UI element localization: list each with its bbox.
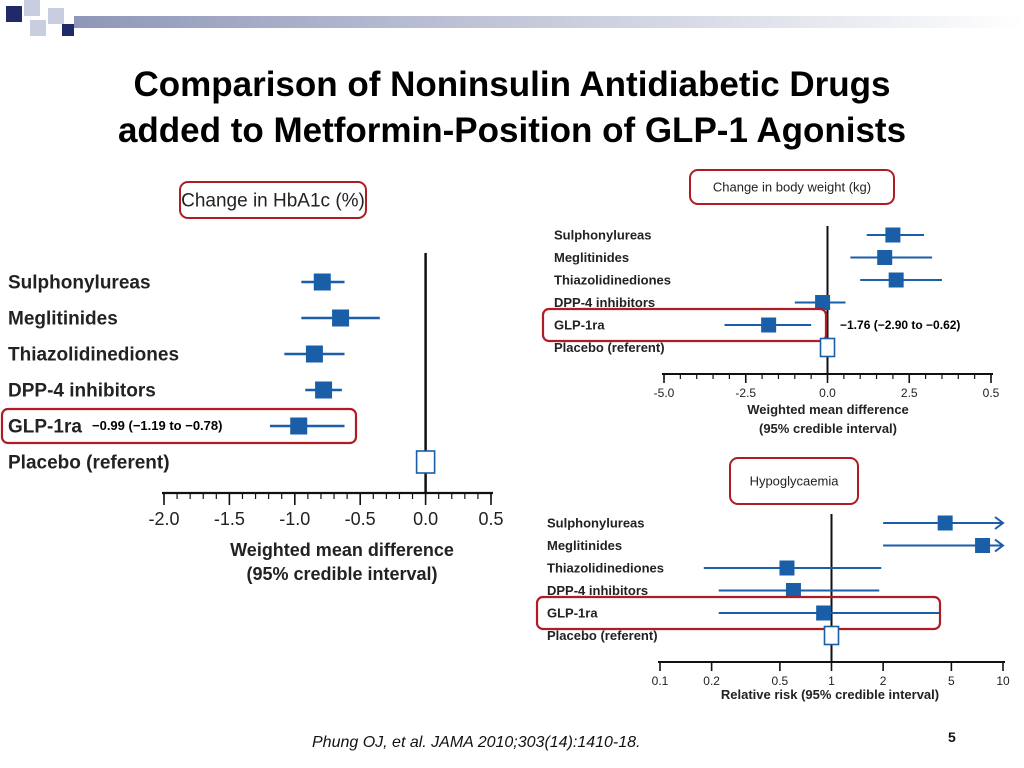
deco-square <box>62 24 74 36</box>
point-estimate <box>937 515 953 531</box>
tick-label: -5.0 <box>654 386 675 400</box>
row-label: GLP-1ra <box>554 318 605 333</box>
row-label: DPP-4 inhibitors <box>554 295 655 310</box>
point-estimate <box>313 273 331 291</box>
slide-title-line-2: added to Metformin-Position of GLP-1 Ago… <box>117 111 907 150</box>
decorative-header-bar <box>6 0 1024 36</box>
highlight-box <box>0 407 358 445</box>
tick-label: 0.1 <box>652 674 669 688</box>
deco-square <box>48 8 64 24</box>
tick-label: 1 <box>828 674 835 688</box>
tick-label: -0.5 <box>345 509 376 529</box>
point-estimate <box>305 345 323 363</box>
tick-label: -2.0 <box>148 509 179 529</box>
tick-label: 5 <box>948 674 955 688</box>
row-label: Thiazolidinediones <box>8 345 179 366</box>
ci-arrow <box>994 516 1005 530</box>
tick-label: 0.0 <box>819 386 836 400</box>
page-number: 5 <box>948 729 956 745</box>
row-label: Meglitinides <box>8 309 118 330</box>
point-estimate <box>290 417 308 435</box>
row-label: Meglitinides <box>547 538 622 553</box>
tick-label: 0.5 <box>478 509 503 529</box>
header-gradient-bar <box>74 16 1024 28</box>
deco-square <box>24 0 40 16</box>
annotation-label: −0.99 (−1.19 to −0.78) <box>92 418 222 433</box>
row-label: Placebo (referent) <box>554 340 665 355</box>
row-label: Sulphonylureas <box>554 228 652 243</box>
row-label: GLP-1ra <box>8 417 82 438</box>
x-axis-label: (95% credible interval) <box>759 421 897 436</box>
tick-label: 0.2 <box>703 674 720 688</box>
annotation-label: −1.76 (−2.90 to −0.62) <box>840 318 960 332</box>
row-label: DPP-4 inhibitors <box>547 583 648 598</box>
tick-label: 2.5 <box>901 386 918 400</box>
point-estimate <box>816 605 832 621</box>
row-label: Sulphonylureas <box>8 273 151 294</box>
point-estimate <box>315 381 333 399</box>
referent-marker <box>819 337 836 358</box>
x-axis-label: Relative risk (95% credible interval) <box>721 687 939 702</box>
row-label: GLP-1ra <box>547 606 598 621</box>
chart-title-box <box>689 169 895 205</box>
point-estimate <box>761 317 777 333</box>
x-axis-label: (95% credible interval) <box>246 564 437 584</box>
chart-title: Hypoglycaemia <box>750 474 840 489</box>
row-label: Thiazolidinediones <box>547 561 664 576</box>
chart-title-box <box>729 457 859 505</box>
citation: Phung OJ, et al. JAMA 2010;303(14):1410-… <box>312 734 641 751</box>
row-label: Placebo (referent) <box>547 628 658 643</box>
point-estimate <box>975 538 991 553</box>
point-estimate <box>815 295 831 310</box>
tick-label: -2.5 <box>735 386 756 400</box>
chart-title: Change in HbA1c (%) <box>181 191 365 212</box>
row-label: Placebo (referent) <box>8 453 170 474</box>
highlight-box <box>535 595 942 631</box>
ci-arrow <box>994 538 1005 553</box>
tick-label: 0.5 <box>772 674 789 688</box>
referent-marker <box>415 450 436 474</box>
row-label: DPP-4 inhibitors <box>8 381 156 402</box>
deco-square <box>30 20 46 36</box>
tick-label: 0.0 <box>413 509 438 529</box>
point-estimate <box>779 560 795 576</box>
highlight-box <box>541 307 828 343</box>
row-label: Thiazolidinediones <box>554 273 671 288</box>
chart-title: Change in body weight (kg) <box>713 180 871 195</box>
tick-label: 0.5 <box>983 386 1000 400</box>
point-estimate <box>888 272 904 288</box>
x-axis-label: Weighted mean difference <box>747 402 909 417</box>
slide-title-line-1: Comparison of Noninsulin Antidiabetic Dr… <box>133 65 891 104</box>
point-estimate <box>877 250 893 265</box>
chart-title-box <box>179 181 367 219</box>
tick-label: 2 <box>880 674 887 688</box>
tick-label: 10 <box>996 674 1010 688</box>
referent-marker <box>823 625 840 646</box>
deco-square <box>6 6 22 22</box>
row-label: Sulphonylureas <box>547 516 645 531</box>
point-estimate <box>332 309 350 327</box>
point-estimate <box>785 583 801 598</box>
slide-title: Comparison of Noninsulin Antidiabetic Dr… <box>0 62 1024 154</box>
x-axis-label: Weighted mean difference <box>230 540 454 560</box>
tick-label: -1.5 <box>214 509 245 529</box>
tick-label: -1.0 <box>279 509 310 529</box>
row-label: Meglitinides <box>554 250 629 265</box>
point-estimate <box>885 227 901 243</box>
